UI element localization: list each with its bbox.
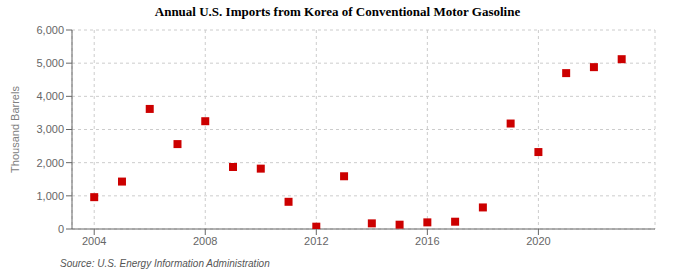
svg-text:4,000: 4,000 (36, 90, 64, 102)
svg-text:6,000: 6,000 (36, 24, 64, 36)
html-text:Annual U.S. Imports from Korea: Annual U.S. Imports from Korea of Conven… (154, 4, 521, 19)
svg-text:2004: 2004 (82, 235, 106, 247)
svg-text:2012: 2012 (304, 235, 328, 247)
svg-text:2,000: 2,000 (36, 157, 64, 169)
svg-text:Thousand Barrels: Thousand Barrels (9, 86, 21, 173)
svg-text:1,000: 1,000 (36, 190, 64, 202)
svg-text:2020: 2020 (526, 235, 550, 247)
svg-text:0: 0 (58, 223, 64, 235)
svg-text:3,000: 3,000 (36, 123, 64, 135)
svg-text:2016: 2016 (415, 235, 439, 247)
svg-text:2008: 2008 (193, 235, 217, 247)
html-text:Source: U.S. Energy Informatio: Source: U.S. Energy Information Administ… (60, 258, 270, 269)
svg-text:5,000: 5,000 (36, 57, 64, 69)
